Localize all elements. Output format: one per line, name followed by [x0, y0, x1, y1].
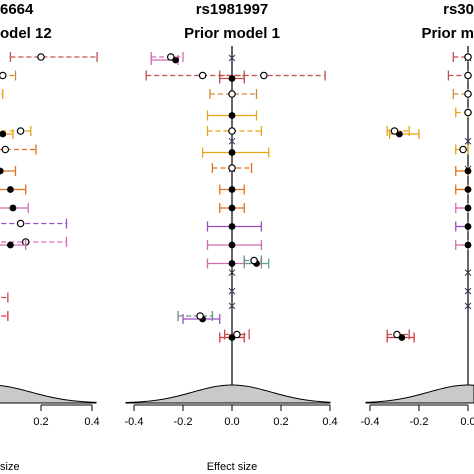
- point-estimate-filled: [228, 241, 236, 249]
- point-estimate-filled: [464, 204, 472, 212]
- panel-left-xlabel: size: [0, 461, 20, 473]
- point-estimate-filled: [0, 130, 7, 138]
- point-estimate-open: [250, 256, 258, 265]
- point-estimate-open: [16, 219, 25, 228]
- point-estimate-filled: [6, 186, 14, 193]
- point-estimate-open: [1, 145, 10, 154]
- x-tick-label: 0.2: [273, 416, 288, 428]
- panel-left-title-line1: 6664: [0, 1, 34, 18]
- point-estimate-filled: [464, 186, 472, 193]
- point-estimate-open: [228, 127, 236, 135]
- point-estimate-open: [198, 71, 207, 80]
- cross-marker: [228, 302, 236, 310]
- point-estimate-open: [459, 145, 467, 154]
- point-estimate-filled: [228, 204, 236, 212]
- x-tick-label: 0.2: [33, 416, 48, 428]
- point-estimate-open: [393, 330, 401, 339]
- point-estimate-filled: [228, 112, 236, 119]
- point-estimate-open: [233, 330, 241, 339]
- point-estimate-open: [37, 53, 45, 61]
- x-tick-label: 0.0: [460, 416, 474, 428]
- x-tick-label: 0.4: [322, 416, 337, 428]
- point-estimate-filled: [228, 75, 236, 82]
- prior-density-curve: [125, 384, 331, 404]
- point-estimate-filled: [9, 204, 17, 212]
- point-estimate-open: [464, 90, 472, 98]
- panel-center: -0.4 -0.2 0.0 0.2 0.4: [125, 46, 338, 428]
- point-estimate-open: [196, 312, 204, 320]
- x-tick-label: 0.0: [224, 416, 239, 428]
- point-estimate-filled: [228, 223, 236, 230]
- point-estimate-open: [16, 127, 25, 135]
- x-tick-label: -0.4: [125, 416, 144, 428]
- cross-marker: [228, 54, 236, 62]
- point-estimate-open: [228, 90, 236, 98]
- point-estimate-open: [228, 164, 236, 172]
- point-estimate-filled: [0, 167, 4, 175]
- x-tick-label: 0.4: [84, 416, 99, 428]
- point-estimate-filled: [228, 260, 236, 267]
- cross-marker: [464, 137, 472, 145]
- cross-marker: [228, 287, 236, 295]
- panel-center-title-line2: Prior model 1: [184, 25, 280, 42]
- point-estimate-filled: [228, 186, 236, 193]
- cross-marker: [464, 269, 472, 276]
- point-estimate-filled: [228, 149, 236, 156]
- prior-density-curve: [0, 385, 97, 404]
- cross-marker: [464, 287, 472, 295]
- point-estimate-open: [260, 71, 268, 80]
- point-estimate-open: [464, 108, 472, 117]
- panel-left: 0.2 0.4: [0, 52, 100, 428]
- panel-center-xlabel: Effect size: [207, 461, 258, 473]
- panel-right-title-line2: Prior m: [421, 25, 474, 42]
- point-estimate-open: [464, 71, 472, 80]
- prior-density-curve: [365, 384, 474, 404]
- point-estimate-filled: [6, 241, 14, 249]
- point-estimate-filled: [464, 167, 472, 175]
- cross-marker: [228, 137, 236, 145]
- cross-marker: [464, 302, 472, 310]
- panel-right: -0.4 -0.2 0.0: [361, 46, 474, 428]
- point-estimate-open: [390, 127, 399, 135]
- point-estimate-filled: [464, 223, 472, 230]
- cross-marker: [228, 269, 236, 276]
- point-estimate-open: [0, 71, 7, 80]
- point-estimate-open: [464, 53, 472, 61]
- x-tick-label: -0.2: [410, 416, 429, 428]
- point-estimate-filled: [464, 241, 472, 249]
- panel-left-title-line2: odel 12: [0, 25, 52, 42]
- x-tick-label: -0.4: [361, 416, 380, 428]
- panel-right-title-line1: rs30: [443, 1, 474, 18]
- point-estimate-open: [166, 53, 175, 61]
- panel-center-title-line1: rs1981997: [196, 1, 269, 18]
- x-tick-label: -0.2: [174, 416, 193, 428]
